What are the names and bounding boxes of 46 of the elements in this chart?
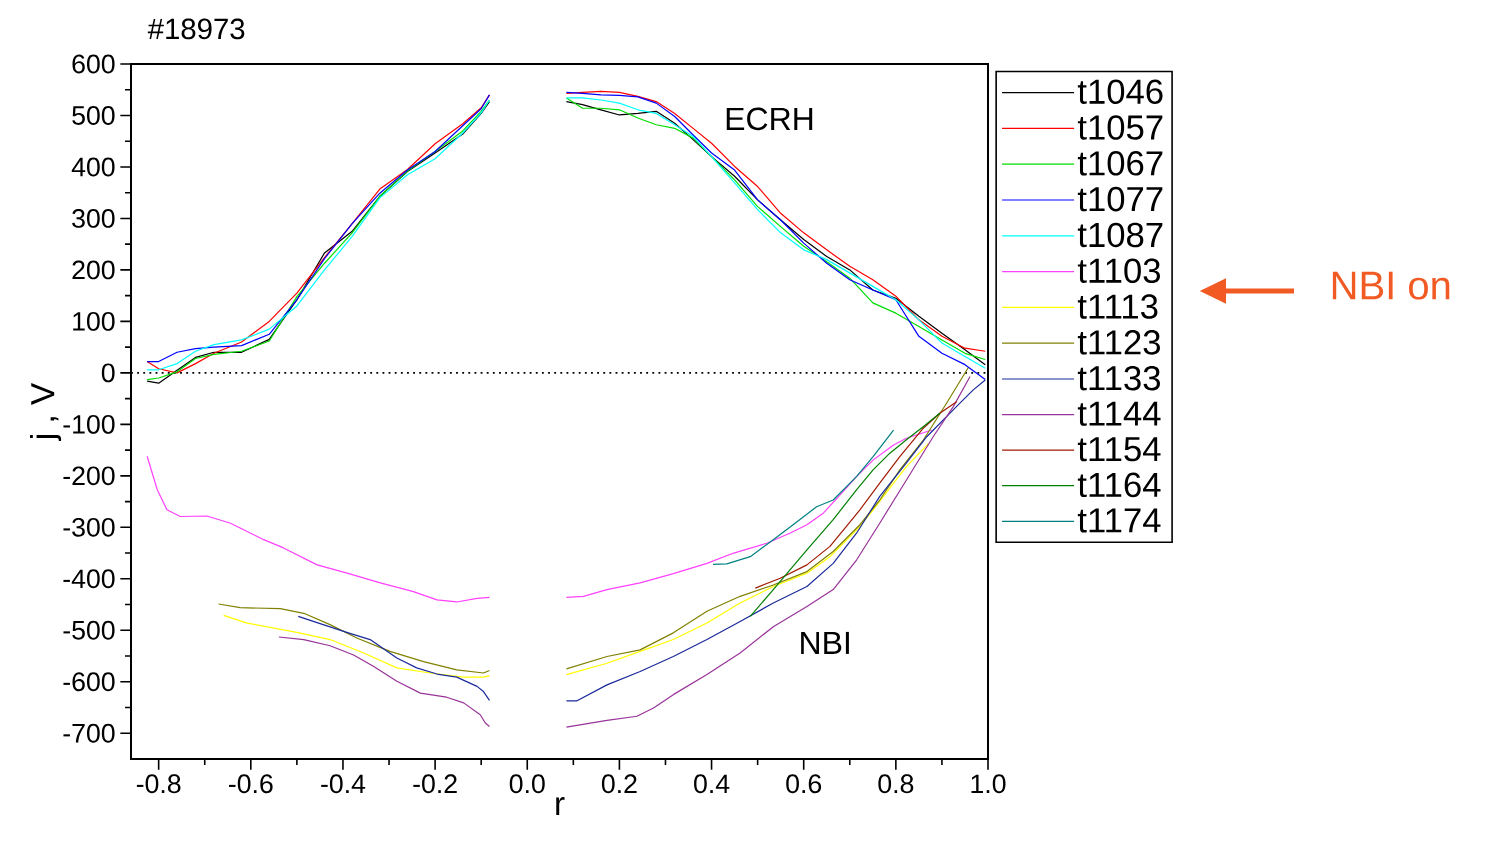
line-series: [712, 429, 895, 565]
x-tick-label: 0.0: [509, 774, 545, 794]
y-tick-label: -500: [63, 620, 115, 640]
legend-label: t1077: [1077, 186, 1163, 212]
y-tick-label: 0: [101, 363, 115, 383]
x-tick-label: 0.2: [601, 774, 637, 794]
legend-label: t1113: [1077, 294, 1158, 319]
legend-label: t1154: [1077, 437, 1161, 462]
y-tick-label: 200: [72, 260, 115, 280]
y-tick-label: 400: [71, 157, 115, 177]
legend-label: t1133: [1077, 365, 1160, 391]
legend-label: t1057: [1077, 115, 1163, 140]
x-tick-label: 0.6: [786, 774, 822, 794]
x-tick-label: 1.0: [971, 774, 1006, 794]
y-tick-label: 100: [73, 311, 115, 331]
legend-label: t1164: [1077, 472, 1161, 498]
legend-label: t1144: [1077, 401, 1161, 426]
line-series: [754, 401, 958, 589]
y-tick-label: -100: [63, 414, 115, 434]
x-tick-label: -0.2: [413, 774, 457, 794]
legend-label: t1087: [1077, 222, 1163, 248]
legend-label: t1067: [1077, 151, 1163, 176]
y-tick-label: 500: [72, 106, 115, 125]
y-tick-label: -300: [63, 517, 115, 537]
text: NBI on: [1332, 271, 1450, 300]
y-tick-label: -700: [63, 723, 115, 743]
x-tick-label: -0.6: [229, 774, 273, 794]
y-axis-title: j , V: [30, 382, 62, 442]
x-axis-title: r: [556, 797, 565, 815]
legend-label: t1123: [1077, 330, 1160, 355]
line-series: [749, 412, 941, 617]
x-tick-label: -0.4: [321, 774, 366, 794]
x-tick-label: -0.8: [136, 774, 181, 794]
y-tick-label: 300: [72, 209, 115, 228]
y-tick-label: -200: [63, 466, 115, 486]
y-tick-label: -600: [63, 672, 115, 692]
legend-label: t1046: [1077, 79, 1163, 104]
x-tick-label: 0.4: [694, 774, 730, 794]
y-tick-label: -400: [63, 569, 115, 589]
annotation: NBI: [801, 631, 849, 654]
chart-title: #18973: [147, 18, 245, 40]
legend-label: t1174: [1077, 508, 1161, 533]
y-tick-label: 600: [72, 54, 115, 74]
annotation: ECRH: [726, 107, 813, 131]
x-tick-label: 0.8: [878, 774, 914, 794]
legend-label: t1103: [1077, 258, 1160, 284]
